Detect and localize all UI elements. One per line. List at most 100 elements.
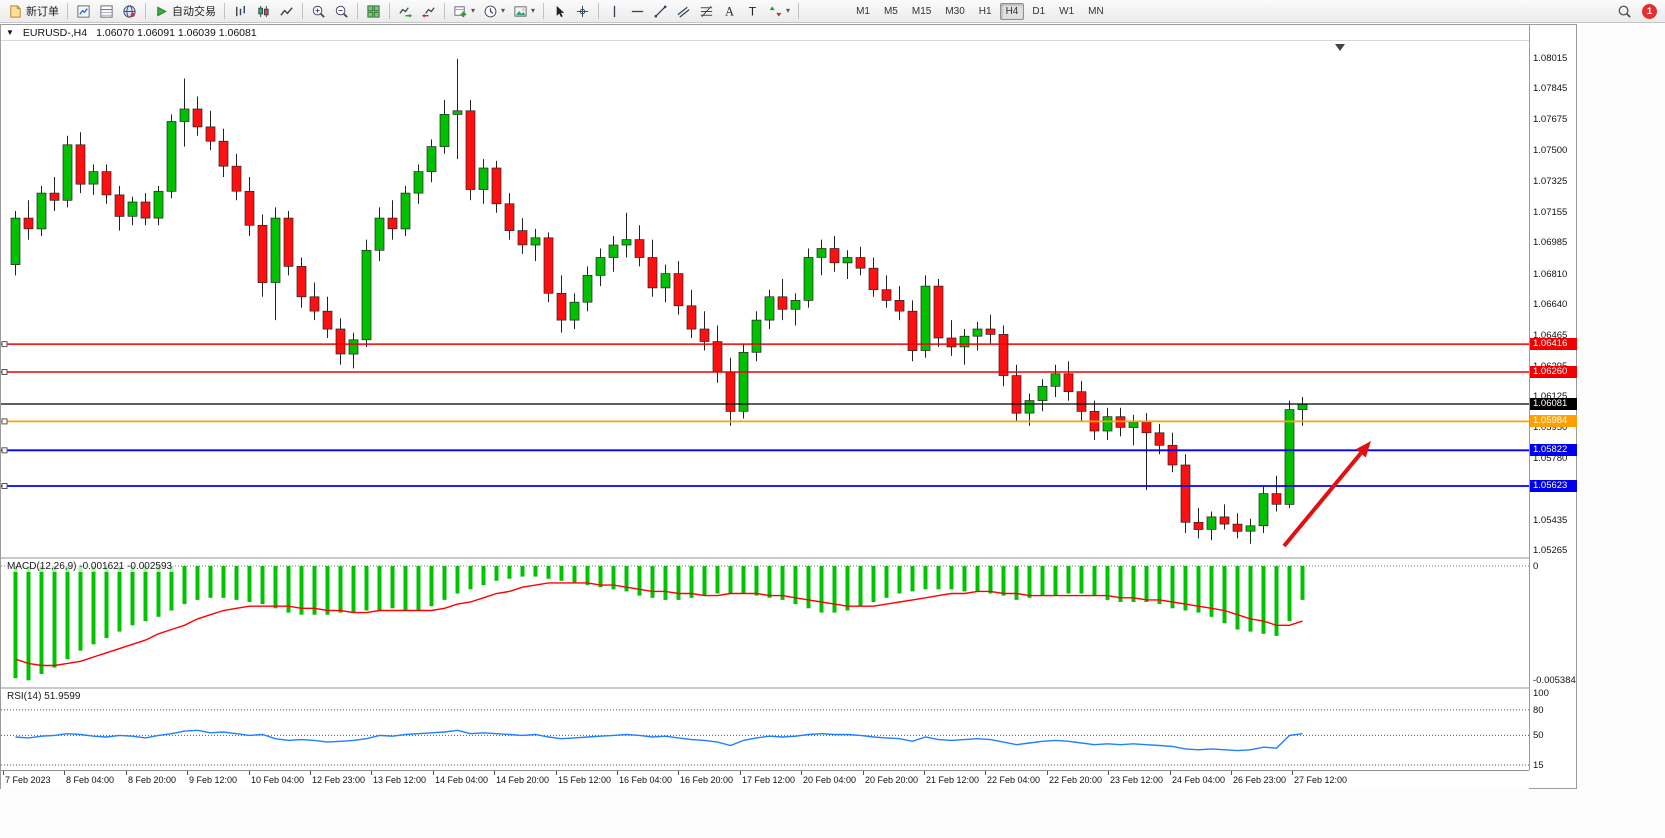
price-badge: 1.06416 [1530,338,1577,350]
panel-divider[interactable] [1,557,1576,559]
candle-body [231,165,242,192]
candle-body [387,217,398,230]
price-badge: 1.06081 [1530,398,1577,410]
time-axis[interactable]: 7 Feb 2023 8 Feb 04:00 8 Feb 20:00 9 Feb 12… [1,770,1529,789]
candle-body [1154,432,1165,446]
rsi-canvas[interactable] [1,689,1529,770]
channel-button[interactable] [672,1,695,21]
chart-menu-icon[interactable]: ▼ [6,28,14,37]
timeframe-h1-button[interactable]: H1 [978,5,992,17]
macd-bar [260,566,265,605]
text-button[interactable]: A [718,1,741,21]
trendline-button[interactable] [649,1,672,21]
macd-signal-line [15,582,1303,667]
notification-badge[interactable]: 1 [1642,3,1657,19]
macd-bar [169,566,174,611]
macd-bar [520,566,525,577]
line-anchor[interactable] [1,447,8,454]
timeframe-w1-button[interactable]: W1 [1059,5,1075,17]
macd-bar [65,566,70,660]
cursor-button[interactable] [548,1,571,21]
time-axis-tick [64,771,65,775]
auto-scroll-button[interactable] [394,1,417,21]
tile-windows-button[interactable] [362,1,385,21]
time-axis-tick [433,771,434,775]
data-window-button[interactable] [95,1,118,21]
candle-body [816,248,827,258]
chart-shift-button[interactable] [417,1,440,21]
timeframe-m5-button[interactable]: M5 [883,5,898,17]
candlestick-chart-button[interactable] [252,1,275,21]
crosshair-button[interactable] [571,1,594,21]
chart-window[interactable]: ▼ EURUSD-,H4 1.06070 1.06091 1.06039 1.0… [0,24,1577,789]
candle-body [1024,400,1035,414]
candle-body [894,300,905,312]
auto-trading-button[interactable]: 自动交易 [150,1,220,21]
navigator-button[interactable] [118,1,141,21]
vertical-line-button[interactable] [603,1,626,21]
price-axis[interactable]: 1.08015 1.07845 1.07675 1.07500 1.07325 1.071… [1529,25,1577,771]
periods-button[interactable]: ▾ [479,1,509,21]
candle-body [1128,421,1139,428]
candle-body [296,266,307,298]
bar-chart-button[interactable] [229,1,252,21]
macd-bar [91,566,96,645]
candle-body [1167,444,1178,466]
macd-bar [156,566,161,617]
macd-bar [923,566,928,590]
candle-body [179,108,190,122]
arrows-button[interactable]: ▾ [764,1,794,21]
timeframe-m30-button[interactable]: M30 [945,5,965,17]
chart-shift-marker[interactable] [1335,44,1345,51]
macd-bar [949,566,954,590]
macd-bar [117,566,122,632]
macd-bar [1170,566,1175,609]
zoom-out-button[interactable] [330,1,353,21]
timeframe-d1-button[interactable]: D1 [1032,5,1046,17]
line-anchor[interactable] [1,369,8,375]
templates-button[interactable]: ▾ [509,1,539,21]
price-axis-label: 1.07675 [1533,114,1568,125]
macd-bar [975,566,980,592]
line-anchor[interactable] [1,483,8,489]
zoom-in-button[interactable] [307,1,330,21]
macd-canvas[interactable] [1,559,1529,687]
market-watch-button[interactable] [72,1,95,21]
fibonacci-button[interactable] [695,1,718,21]
line-anchor[interactable] [1,418,8,425]
price-chart-canvas[interactable] [1,41,1529,557]
price-axis-label: 1.06810 [1533,269,1568,280]
timeframe-m15-button[interactable]: M15 [911,5,932,17]
trend-arrow[interactable] [1282,452,1363,548]
auto-trading-button-label: 自动交易 [172,6,216,18]
label-button[interactable]: T [741,1,764,21]
time-axis-label: 9 Feb 12:00 [189,775,238,785]
macd-bar [390,566,395,609]
new-chart-button[interactable]: ▾ [449,1,479,21]
candle-body [192,108,203,128]
timeframe-m1-button[interactable]: M1 [856,5,870,17]
chart-shift-icon [421,6,435,18]
candle-body [543,237,554,294]
timeframe-h4-button[interactable]: H4 [999,2,1025,20]
dropdown-caret-icon: ▾ [786,6,791,15]
line-chart-button[interactable] [275,1,298,21]
timeframe-mn-button[interactable]: MN [1088,5,1104,17]
candle-body [322,310,333,330]
template-icon [514,5,527,17]
toolbar-separator [444,3,445,19]
line-anchor[interactable] [1,341,8,348]
candle-body [75,144,86,185]
new-order-button[interactable]: 新订单 [4,1,63,21]
search-button[interactable] [1613,1,1636,21]
macd-bar [377,566,382,611]
panel-divider[interactable] [1,687,1576,689]
macd-bar [234,566,239,600]
horizontal-line-button[interactable] [626,1,649,21]
toolbar-separator [389,3,390,19]
toolbar-separator [598,3,600,19]
price-badge: 1.06260 [1530,366,1577,378]
macd-bar [130,566,135,626]
candle-body [985,328,996,335]
time-axis-label: 8 Feb 20:00 [128,775,177,785]
